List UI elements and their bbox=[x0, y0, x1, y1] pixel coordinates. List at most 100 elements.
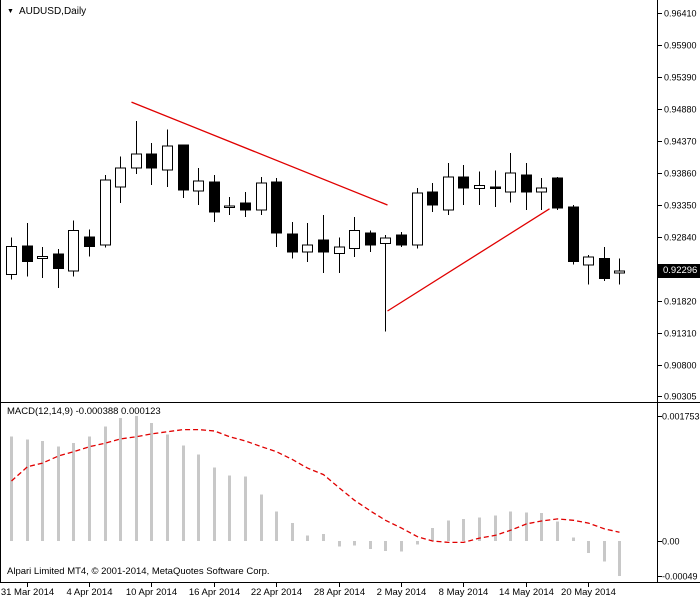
bull-candle bbox=[100, 179, 111, 246]
bull-candle bbox=[6, 245, 17, 276]
bear-candle bbox=[318, 239, 329, 253]
price-axis-label: 0.90305 bbox=[664, 392, 697, 402]
trendline-up[interactable] bbox=[387, 208, 550, 312]
bull-candle bbox=[115, 167, 126, 188]
bear-candle bbox=[22, 245, 33, 262]
macd-histogram-bar bbox=[400, 541, 403, 552]
date-axis-label: 10 Apr 2014 bbox=[126, 587, 177, 598]
bull-candle bbox=[162, 145, 173, 171]
dropdown-arrow-icon[interactable]: ▼ bbox=[7, 7, 14, 15]
date-axis-label: 4 Apr 2014 bbox=[67, 587, 113, 598]
date-axis-label: 14 May 2014 bbox=[499, 587, 554, 598]
macd-axis-label: 0.001753 bbox=[662, 411, 700, 421]
macd-histogram-bar bbox=[197, 454, 200, 541]
macd-histogram-bar bbox=[384, 541, 387, 551]
macd-histogram-bar bbox=[213, 467, 216, 541]
bull-candle bbox=[412, 192, 423, 246]
macd-histogram-bar bbox=[587, 541, 590, 554]
macd-histogram-bar bbox=[26, 439, 29, 541]
macd-histogram-bar bbox=[509, 511, 512, 541]
macd-histogram-bar bbox=[244, 476, 247, 541]
macd-histogram-bar bbox=[322, 533, 325, 541]
bull-candle bbox=[193, 180, 204, 192]
macd-histogram-bar bbox=[275, 511, 278, 541]
macd-histogram-bar bbox=[260, 494, 263, 541]
panel-borders bbox=[0, 0, 700, 583]
macd-histogram-bar bbox=[353, 541, 356, 546]
bear-candle bbox=[396, 234, 407, 246]
price-axis-label: 0.92840 bbox=[664, 232, 697, 242]
price-axis-label: 0.94880 bbox=[664, 104, 697, 114]
bull-candle bbox=[505, 172, 516, 193]
bear-candle bbox=[53, 253, 64, 269]
macd-histogram-bar bbox=[119, 418, 122, 541]
price-axis-label: 0.93860 bbox=[664, 168, 697, 178]
date-axis-label: 28 Apr 2014 bbox=[314, 587, 365, 598]
bull-candle bbox=[614, 270, 625, 274]
bull-candle bbox=[536, 187, 547, 193]
bull-candle bbox=[131, 153, 142, 169]
macd-histogram bbox=[10, 415, 621, 576]
date-axis-label: 22 Apr 2014 bbox=[251, 587, 302, 598]
macd-histogram-bar bbox=[228, 475, 231, 541]
price-axis-label: 0.94370 bbox=[664, 136, 697, 146]
bear-candle bbox=[365, 232, 376, 246]
price-axis-label: 0.95390 bbox=[664, 72, 697, 82]
macd-axis-label: 0.00 bbox=[662, 537, 680, 547]
bear-candle bbox=[427, 191, 438, 206]
bear-candle bbox=[178, 144, 189, 191]
price-axis-label: 0.91310 bbox=[664, 328, 697, 338]
bull-candle bbox=[256, 182, 267, 211]
macd-histogram-bar bbox=[10, 436, 13, 541]
bull-candle bbox=[474, 185, 485, 190]
bear-candle bbox=[287, 233, 298, 253]
date-axis-label: 8 May 2014 bbox=[439, 587, 489, 598]
bear-candle bbox=[599, 257, 610, 279]
bear-candle bbox=[568, 206, 579, 262]
bear-candle bbox=[84, 236, 95, 247]
date-axis-label: 31 Mar 2014 bbox=[1, 587, 54, 598]
macd-histogram-bar bbox=[88, 436, 91, 541]
bull-candle bbox=[349, 230, 360, 249]
price-axis-label: 0.95900 bbox=[664, 40, 697, 50]
macd-histogram-bar bbox=[494, 515, 497, 541]
bull-candle bbox=[68, 230, 79, 272]
macd-histogram-bar bbox=[72, 443, 75, 541]
bull-candle bbox=[334, 246, 345, 254]
macd-histogram-bar bbox=[618, 541, 621, 576]
macd-histogram-bar bbox=[416, 541, 419, 545]
symbol-text: AUDUSD,Daily bbox=[18, 6, 87, 17]
bear-candle bbox=[458, 176, 469, 189]
copyright-text: Alpari Limited MT4, © 2001-2014, MetaQuo… bbox=[7, 566, 270, 577]
bear-candle bbox=[209, 181, 220, 213]
macd-histogram-bar bbox=[447, 520, 450, 541]
macd-histogram-bar bbox=[462, 518, 465, 541]
macd-signal-line bbox=[11, 428, 620, 544]
macd-histogram-bar bbox=[182, 445, 185, 541]
date-axis-label: 16 Apr 2014 bbox=[189, 587, 240, 598]
macd-histogram-bar bbox=[57, 446, 60, 541]
current-price-badge: 0.92296 bbox=[657, 264, 700, 278]
macd-histogram-bar bbox=[540, 513, 543, 541]
macd-histogram-bar bbox=[603, 541, 606, 562]
bear-candle bbox=[490, 186, 501, 190]
macd-histogram-bar bbox=[135, 415, 138, 541]
macd-histogram-bar bbox=[41, 441, 44, 541]
macd-histogram-bar bbox=[306, 535, 309, 541]
bear-candle bbox=[552, 177, 563, 209]
price-axis-label: 0.91820 bbox=[664, 296, 697, 306]
macd-histogram-bar bbox=[338, 541, 341, 547]
price-axis-label: 0.93350 bbox=[664, 200, 697, 210]
macd-histogram-bar bbox=[478, 517, 481, 541]
bull-candle bbox=[302, 244, 313, 253]
macd-histogram-bar bbox=[166, 434, 169, 541]
macd-histogram-bar bbox=[525, 512, 528, 541]
trendline-down[interactable] bbox=[131, 101, 388, 206]
date-axis-label: 2 May 2014 bbox=[377, 587, 427, 598]
bear-candle bbox=[146, 153, 157, 169]
macd-histogram-bar bbox=[556, 521, 559, 541]
bull-candle bbox=[224, 205, 235, 208]
macd-histogram-bar bbox=[431, 528, 434, 541]
